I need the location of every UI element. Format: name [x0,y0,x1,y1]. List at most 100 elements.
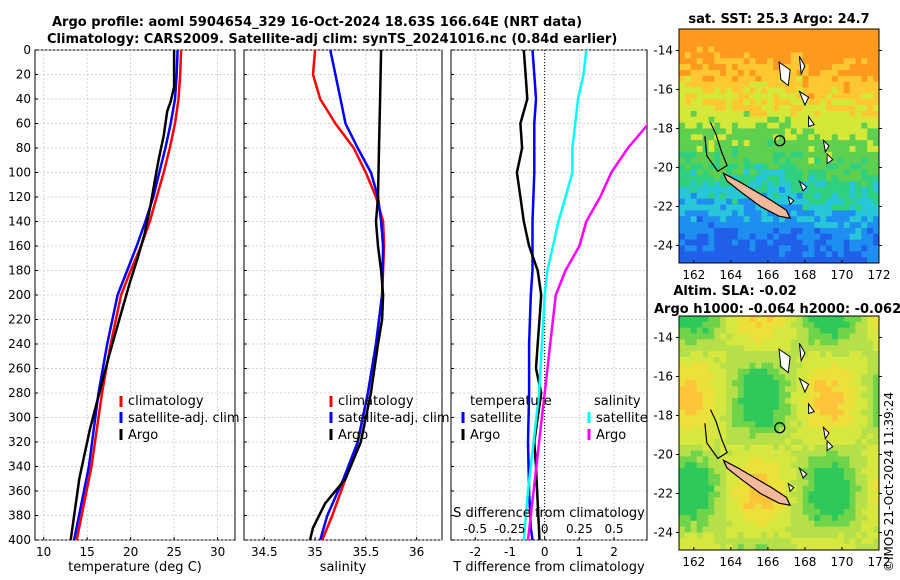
map-cell [820,532,827,539]
x-tick-label: 35.5 [352,545,379,559]
map-cell [726,333,733,340]
map-cell [849,128,856,135]
map-cell [855,397,862,405]
map-cell [684,333,692,340]
map-cell [767,233,774,240]
map-cell [755,316,762,323]
map-cell [690,157,698,164]
map-cell [837,81,845,88]
map-cell [690,462,698,469]
map-cell [820,316,827,323]
island [798,179,808,192]
map-cell [873,81,879,88]
map-cell [790,75,798,83]
map-cell [708,433,715,440]
map-cell [855,497,862,504]
map-cell [779,520,786,527]
map-cell [679,140,686,147]
map-cell [726,34,733,42]
map-cell [855,157,862,164]
map-cell [726,198,733,205]
map-cell [743,316,750,323]
map-cell [814,175,821,182]
map-cell [820,105,827,112]
map-cell [820,356,827,364]
map-cell [831,93,839,100]
map-cell [808,29,815,36]
map-cell [767,181,774,188]
map-cell [843,316,850,323]
map-cell [861,69,868,77]
map-cell [861,538,868,545]
map-cell [779,538,786,545]
map-cell [855,40,862,47]
map-cell [796,52,803,59]
map-cell [767,75,774,83]
map-cell [849,245,856,252]
map-cell [796,497,803,504]
sla-map-subtitle: Argo h1000: -0.064 h2000: -0.062 [654,302,900,317]
map-cell [790,321,798,329]
map-cell [855,386,862,393]
map-cell [820,479,827,487]
map-cell [855,321,862,329]
map-cell [837,128,845,135]
map-cell [679,380,686,387]
lat-tick-label: -16 [653,82,673,96]
map-cell [855,438,862,446]
map-cell [755,210,762,217]
map-cell [826,175,833,182]
map-cell [796,210,803,217]
map-cell [731,204,739,211]
map-cell [679,456,686,463]
map-cell [714,128,721,135]
legend-satellite: satellite-adj. clim [128,411,240,426]
map-cell [743,520,750,527]
map-cell [696,69,703,77]
map-cell [831,163,839,170]
map-cell [726,58,733,65]
map-cell [743,538,750,545]
map-cell [820,110,827,118]
map-cell [873,58,879,65]
map-cell [767,186,774,194]
map-cell [861,421,868,428]
map-cell [708,321,715,329]
map-cell [867,386,874,393]
map-cell [814,128,821,135]
map-cell [761,93,768,100]
map-cell [731,362,739,370]
map-cell [755,456,762,463]
map-cell [784,233,792,240]
map-cell [790,216,798,223]
island [798,377,810,394]
map-cell [737,110,745,118]
map-cell [849,222,856,229]
map-cell [808,64,815,71]
map-cell [696,75,703,83]
map-cell [808,151,815,159]
map-cell [679,69,686,77]
map-cell [873,356,879,364]
map-cell [761,58,768,65]
map-cell [831,116,839,123]
map-cell [779,52,786,59]
map-cell [737,140,745,147]
map-cell [802,163,809,170]
map-cell [737,479,745,487]
map-cell [784,146,792,153]
map-cell [767,532,774,539]
map-cell [679,186,686,194]
map-cell [837,29,845,36]
map-cell [743,163,750,170]
map-cell [684,473,692,481]
map-cell [820,514,827,522]
map-cell [696,116,703,123]
map-cell [855,58,862,65]
x-tick-label: -2 [469,545,481,559]
map-cell [714,380,721,387]
map-cell [743,75,750,83]
map-cell [749,514,756,522]
map-cell [726,327,733,334]
map-cell [784,163,792,170]
